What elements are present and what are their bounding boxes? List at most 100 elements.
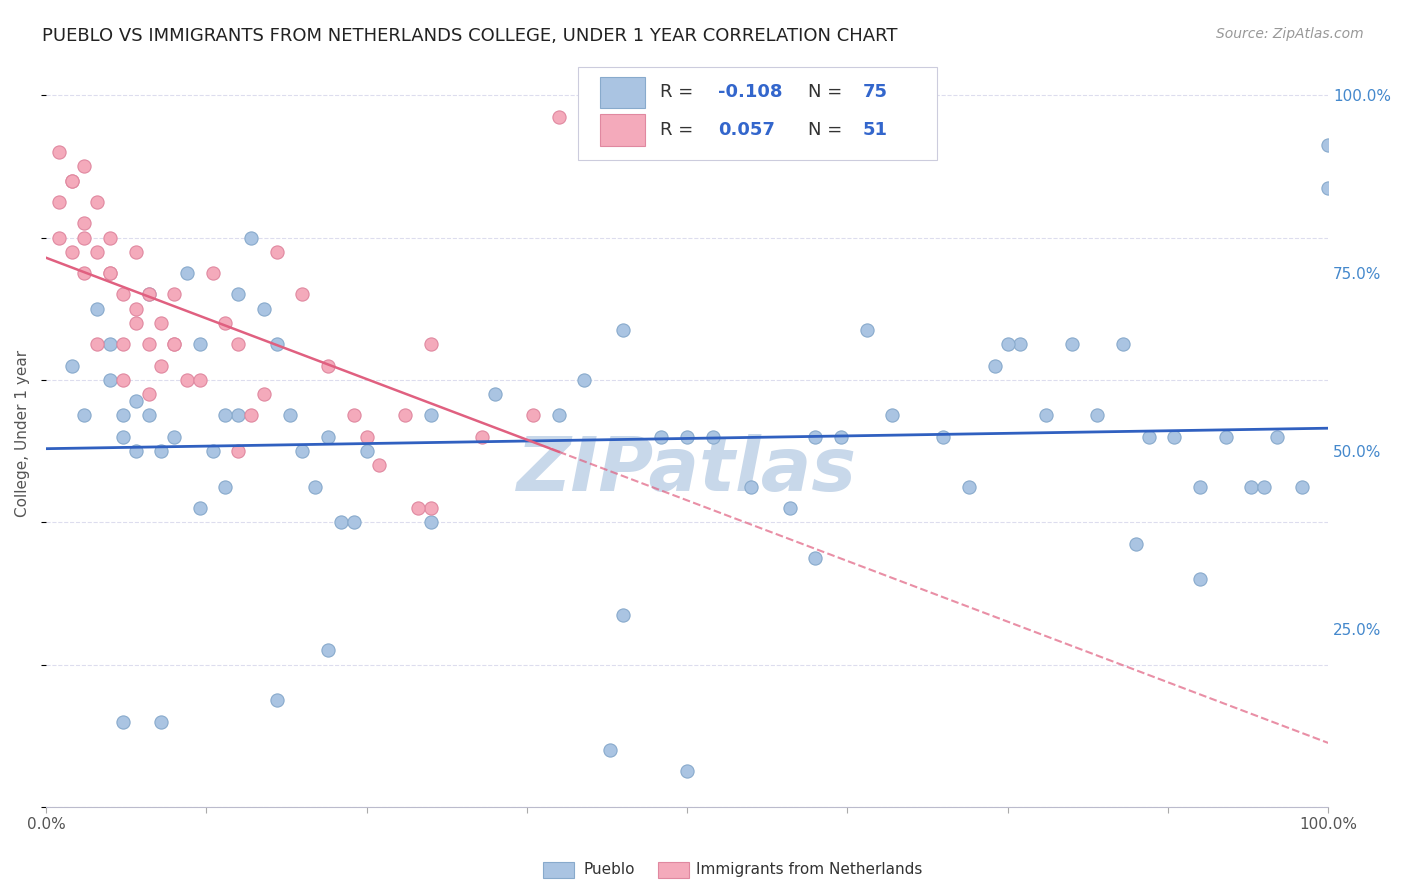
Point — [125, 444, 148, 458]
Text: 75: 75 — [863, 84, 887, 102]
Point — [266, 337, 288, 351]
Point — [599, 743, 621, 757]
Point — [240, 230, 263, 244]
Point — [932, 430, 955, 444]
Point — [188, 501, 211, 516]
Point — [740, 480, 762, 494]
Text: 51: 51 — [863, 120, 887, 139]
Point — [163, 337, 186, 351]
Text: ZIPatlas: ZIPatlas — [517, 434, 858, 508]
Point — [316, 359, 339, 373]
Point — [612, 323, 634, 337]
Point — [214, 409, 236, 423]
Point — [997, 337, 1019, 351]
Point — [329, 515, 352, 529]
Point — [1085, 409, 1108, 423]
Point — [138, 287, 160, 301]
Point — [98, 373, 121, 387]
Point — [226, 337, 249, 351]
Point — [111, 430, 134, 444]
Point — [253, 387, 276, 401]
Point — [98, 230, 121, 244]
Point — [163, 337, 186, 351]
Point — [73, 160, 96, 174]
Point — [882, 409, 904, 423]
Point — [125, 316, 148, 330]
Point — [304, 480, 326, 494]
Point — [201, 266, 224, 280]
Point — [111, 287, 134, 301]
Point — [1137, 430, 1160, 444]
Point — [343, 515, 366, 529]
Point — [1253, 480, 1275, 494]
Point — [291, 444, 314, 458]
Point — [150, 316, 173, 330]
Point — [176, 266, 198, 280]
Point — [1317, 138, 1340, 153]
Point — [356, 430, 378, 444]
Point — [73, 230, 96, 244]
Point — [278, 409, 301, 423]
Point — [1188, 480, 1211, 494]
Point — [1215, 430, 1237, 444]
Point — [984, 359, 1007, 373]
Point — [419, 515, 441, 529]
Text: R =: R = — [661, 84, 699, 102]
Y-axis label: College, Under 1 year: College, Under 1 year — [15, 350, 30, 516]
Point — [226, 287, 249, 301]
Point — [484, 387, 506, 401]
Point — [98, 337, 121, 351]
Point — [138, 287, 160, 301]
Point — [1265, 430, 1288, 444]
Point — [356, 444, 378, 458]
Point — [547, 110, 569, 124]
FancyBboxPatch shape — [578, 67, 936, 161]
Point — [201, 444, 224, 458]
Point — [316, 643, 339, 657]
Point — [1112, 337, 1135, 351]
Point — [266, 693, 288, 707]
Point — [266, 244, 288, 259]
Point — [650, 430, 672, 444]
Point — [1060, 337, 1083, 351]
Point — [111, 409, 134, 423]
Point — [60, 173, 83, 187]
Point — [86, 194, 108, 209]
Point — [60, 359, 83, 373]
Point — [1291, 480, 1313, 494]
Point — [676, 430, 699, 444]
Point — [574, 373, 596, 387]
Text: N =: N = — [807, 84, 848, 102]
Point — [125, 301, 148, 316]
Point — [419, 501, 441, 516]
Point — [804, 430, 827, 444]
Point — [60, 173, 83, 187]
Point — [163, 287, 186, 301]
Point — [804, 550, 827, 565]
Point — [547, 409, 569, 423]
Point — [1240, 480, 1263, 494]
Point — [702, 430, 724, 444]
Point — [150, 359, 173, 373]
Point — [48, 230, 70, 244]
Point — [471, 430, 494, 444]
Point — [163, 430, 186, 444]
Point — [1163, 430, 1185, 444]
Point — [1125, 536, 1147, 550]
Text: Immigrants from Netherlands: Immigrants from Netherlands — [696, 863, 922, 877]
Point — [830, 430, 852, 444]
Point — [73, 216, 96, 230]
Point — [240, 409, 263, 423]
Point — [779, 501, 801, 516]
Point — [60, 244, 83, 259]
Point — [138, 409, 160, 423]
Text: N =: N = — [807, 120, 848, 139]
Point — [957, 480, 980, 494]
Point — [214, 480, 236, 494]
Point — [125, 394, 148, 409]
Point — [176, 373, 198, 387]
Text: PUEBLO VS IMMIGRANTS FROM NETHERLANDS COLLEGE, UNDER 1 YEAR CORRELATION CHART: PUEBLO VS IMMIGRANTS FROM NETHERLANDS CO… — [42, 27, 897, 45]
Text: Pueblo: Pueblo — [583, 863, 636, 877]
Point — [111, 714, 134, 729]
Point — [676, 764, 699, 779]
